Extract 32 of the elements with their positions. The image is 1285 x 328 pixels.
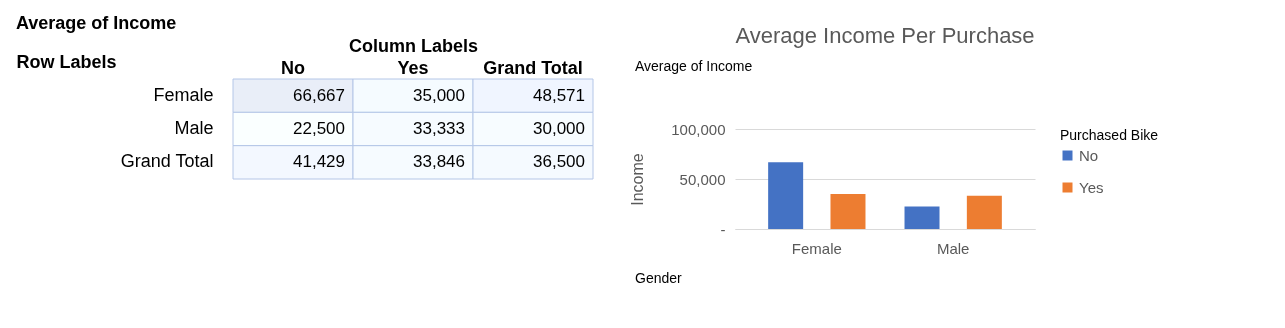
text: Average of Income [635,58,753,74]
y-tick-label: Female [153,84,214,105]
x-tick-label: No [281,57,305,78]
y-tick-label: Grand Total [120,151,214,172]
legend-label: No [1079,146,1099,164]
data-label: 66,667 [293,85,345,105]
data-label: 41,429 [293,152,345,172]
y-axis-title: Row Labels [16,51,117,72]
chart-title: Average Income Per Purchase [735,23,1035,48]
data-label: 33,846 [413,152,465,172]
legend-title: Purchased Bike [1060,127,1159,143]
text: Gender [635,270,683,286]
y-tick-label: 50,000 [679,170,726,188]
data-label: 35,000 [413,85,465,105]
bar [830,194,866,229]
y-tick-label: - [720,220,726,238]
y-tick-label: 100,000 [671,120,726,138]
bar [966,195,1002,229]
data-label: 22,500 [293,119,345,138]
data-label: 33,333 [413,119,465,138]
x-tick-label: Yes [397,57,429,78]
data-label: 30,000 [533,119,585,138]
y-tick-label: Male [174,118,214,138]
y-axis-title: Income [629,153,647,206]
data-label: 36,500 [533,152,585,172]
bar [768,162,804,229]
legend-label: Yes [1079,178,1104,196]
chart-title: Average of Income [15,13,177,33]
x-axis-title: Column Labels [348,35,479,56]
data-label: 48,571 [533,85,585,105]
bar [904,206,940,229]
x-tick-label: Grand Total [483,57,583,78]
